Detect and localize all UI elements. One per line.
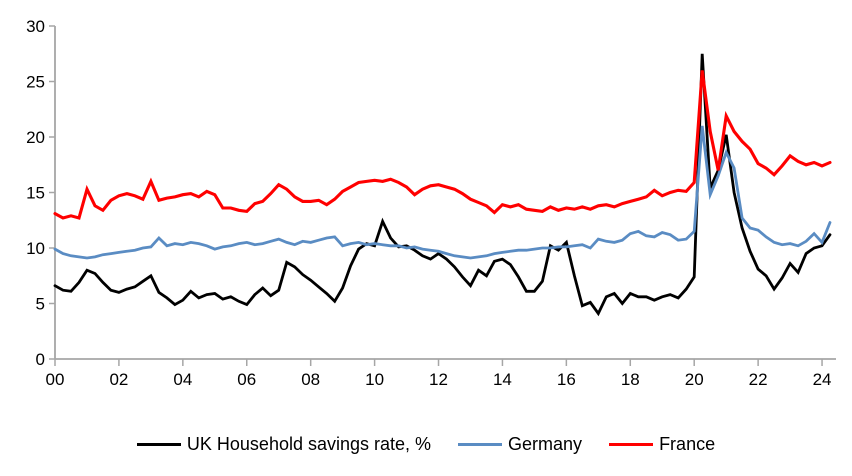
x-axis-tick-label: 12 bbox=[429, 370, 448, 389]
legend-item-france: France bbox=[609, 434, 715, 455]
y-axis-tick-label: 10 bbox=[26, 239, 45, 258]
x-axis-tick-label: 24 bbox=[813, 370, 832, 389]
legend-label-germany: Germany bbox=[508, 434, 583, 454]
y-axis-tick-label: 5 bbox=[36, 295, 45, 314]
y-axis-tick-label: 25 bbox=[26, 73, 45, 92]
legend-line-swatch-uk bbox=[136, 443, 181, 446]
legend-line-swatch-france bbox=[609, 443, 654, 446]
x-axis-tick-label: 16 bbox=[557, 370, 576, 389]
series-line-france bbox=[53, 70, 832, 220]
x-axis-tick-label: 10 bbox=[365, 370, 384, 389]
y-axis-tick-label: 15 bbox=[26, 184, 45, 203]
x-axis-tick-label: 22 bbox=[749, 370, 768, 389]
legend-label-france: France bbox=[659, 434, 716, 454]
y-axis-tick-label: 20 bbox=[26, 128, 45, 147]
legend-line-swatch-germany bbox=[458, 443, 503, 446]
legend-label-uk: UK Household savings rate, % bbox=[186, 434, 432, 454]
x-axis-tick-label: 20 bbox=[685, 370, 704, 389]
legend-item-germany: Germany bbox=[458, 434, 582, 455]
x-axis-tick-label: 04 bbox=[173, 370, 192, 389]
x-axis-tick-label: 06 bbox=[237, 370, 256, 389]
chart-legend: UK Household savings rate, % Germany Franc… bbox=[0, 434, 852, 455]
x-axis-tick-label: 08 bbox=[301, 370, 320, 389]
x-axis-tick-label: 18 bbox=[621, 370, 640, 389]
x-axis-tick-label: 14 bbox=[493, 370, 512, 389]
y-axis-tick-label: 0 bbox=[36, 350, 45, 369]
x-axis-tick-label: 00 bbox=[46, 370, 65, 389]
y-axis-tick-label: 30 bbox=[26, 17, 45, 36]
legend-item-uk: UK Household savings rate, % bbox=[136, 434, 432, 455]
series-line-germany bbox=[53, 125, 832, 260]
x-axis-tick-label: 02 bbox=[109, 370, 128, 389]
